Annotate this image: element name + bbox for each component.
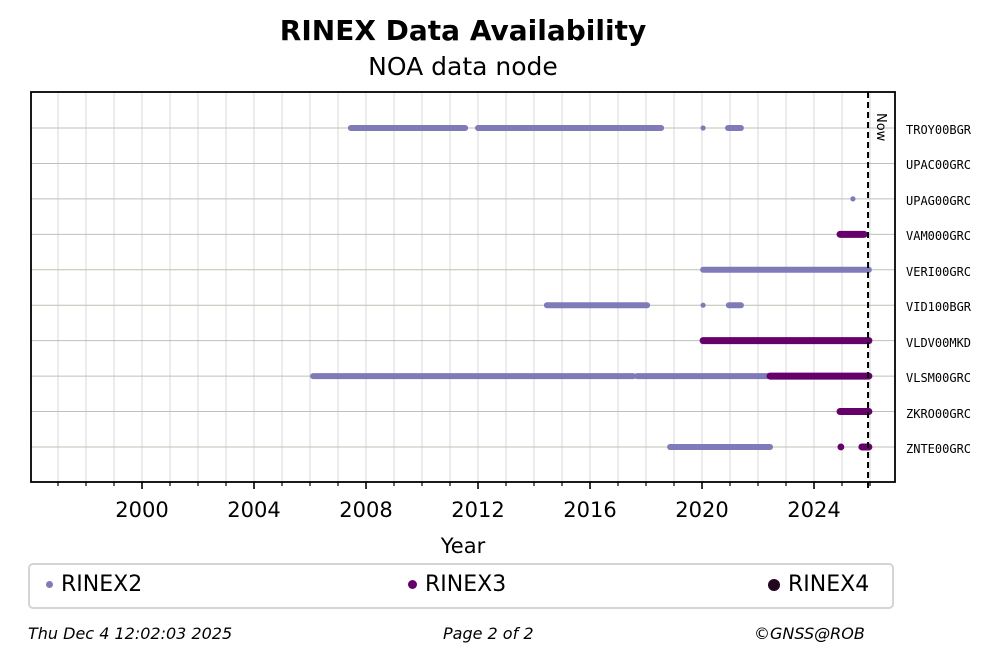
data-point-rinex2 — [850, 196, 856, 202]
station-label: ZNTE00GRC — [906, 441, 972, 456]
x-tick-label: 2024 — [787, 498, 841, 522]
legend-label: RINEX2 — [61, 572, 143, 597]
footer-timestamp: Thu Dec 4 12:02:03 2025 — [28, 624, 233, 643]
plot-frame — [30, 91, 896, 483]
x-tick-label: 2008 — [339, 498, 393, 522]
x-tick-label: 2012 — [451, 498, 505, 522]
station-label: VLDV00MKD — [906, 335, 972, 350]
legend-item-rinex3: RINEX3 — [408, 572, 506, 597]
rinex3-marker-icon — [408, 580, 417, 589]
footer-page: Page 2 of 2 — [443, 624, 534, 643]
legend-label: RINEX3 — [425, 572, 507, 597]
x-tick-label: 2016 — [563, 498, 617, 522]
x-tick-label: 2020 — [675, 498, 729, 522]
footer-credit: ©GNSS@ROB — [754, 624, 865, 643]
data-point-rinex2 — [700, 125, 706, 131]
x-axis-label: Year — [440, 534, 486, 558]
legend-label: RINEX4 — [788, 572, 870, 597]
data-point-rinex3 — [837, 443, 845, 451]
station-label: VERI00GRC — [906, 264, 972, 279]
now-label: Now — [873, 113, 889, 142]
station-label: VLSM00GRC — [906, 371, 972, 386]
data-point-rinex2 — [700, 302, 706, 308]
rinex4-marker-icon — [768, 578, 780, 591]
x-tick-label: 2000 — [115, 498, 169, 522]
station-label: VID100BGR — [906, 300, 972, 315]
x-tick-label: 2004 — [227, 498, 281, 522]
chart-title: RINEX Data Availability — [279, 14, 647, 47]
station-label: ZKRO00GRC — [906, 406, 972, 421]
station-label: TROY00BGR — [906, 123, 972, 137]
chart-subtitle: NOA data node — [368, 52, 558, 81]
legend-item-rinex2: RINEX2 — [46, 572, 142, 597]
station-label: UPAG00GRC — [906, 193, 972, 208]
legend-item-rinex4: RINEX4 — [768, 572, 869, 597]
rinex2-marker-icon — [46, 581, 53, 588]
station-label: UPAC00GRC — [906, 158, 972, 173]
station-label: VAM000GRC — [906, 229, 972, 244]
legend: RINEX2 RINEX3 RINEX4 — [28, 563, 894, 609]
